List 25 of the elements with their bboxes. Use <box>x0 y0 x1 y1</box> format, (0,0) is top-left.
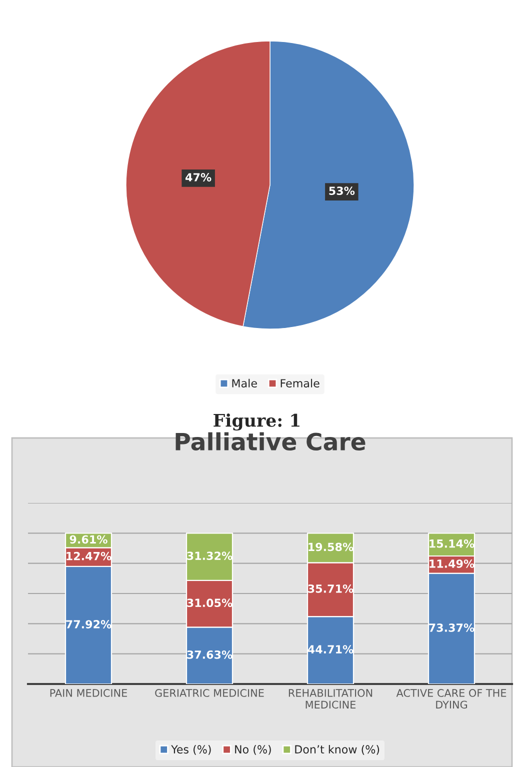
x-tick-label: ACTIVE CARE OF THE DYING <box>396 689 506 709</box>
data-label: 31.32% <box>187 552 232 560</box>
legend-label: Male <box>232 378 257 388</box>
data-label: 73.37% <box>429 623 474 632</box>
x-tick-label: REHABILITATION MEDICINE <box>288 689 372 709</box>
data-label: 53% <box>329 186 355 195</box>
data-label: 47% <box>186 173 212 182</box>
data-label: 11.49% <box>430 559 474 568</box>
legend-label: Yes (%) <box>171 744 211 755</box>
x-tick-label: PAIN MEDICINE <box>50 689 127 697</box>
data-label: 12.47% <box>66 552 112 560</box>
chart-title: Palliative Care <box>176 432 366 451</box>
data-label: 15.14% <box>430 539 474 548</box>
data-label: 77.92% <box>66 620 112 628</box>
text: Figure: 1 <box>214 413 300 431</box>
data-label: 9.61% <box>70 535 108 544</box>
data-label: 37.63% <box>187 650 232 659</box>
data-label: 35.71% <box>308 584 354 593</box>
x-tick-label: GERIATRIC MEDICINE <box>155 689 264 697</box>
legend-label: Don’t know (%) <box>295 744 380 755</box>
legend-label: No (%) <box>235 744 271 755</box>
data-label: 44.71% <box>308 645 354 654</box>
legend-label: Female <box>280 378 320 388</box>
data-label: 19.58% <box>308 542 354 552</box>
data-label: 31.05% <box>187 598 232 608</box>
